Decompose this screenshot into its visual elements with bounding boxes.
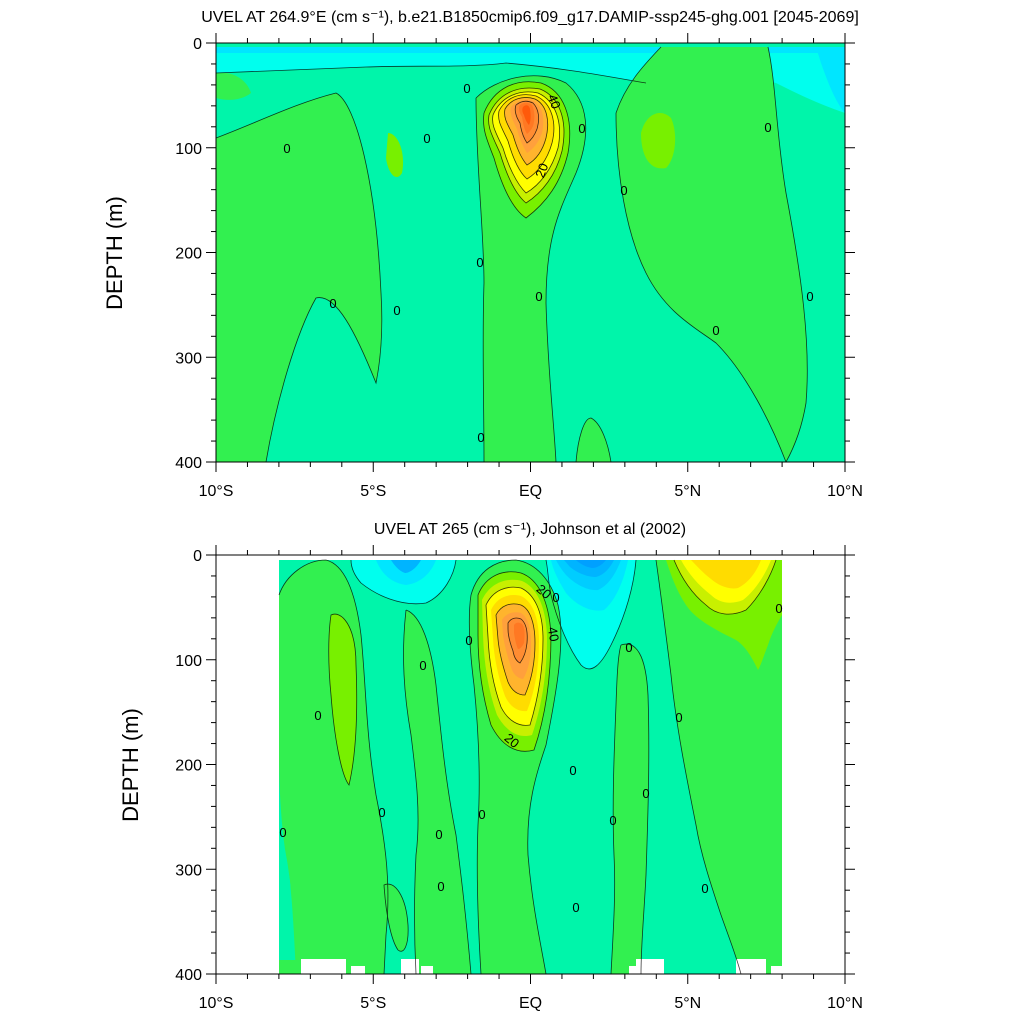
panel-1-contour-label: 0	[463, 81, 470, 96]
panel-1-contour-field	[216, 43, 845, 462]
panel-2-contour-label: 40	[545, 626, 562, 643]
panel-1-contour-label: 40	[545, 92, 564, 111]
x-tick-label: EQ	[519, 995, 542, 1012]
panel-2-contour-label: 0	[314, 708, 321, 723]
panel-1-contour-label: 0	[477, 430, 484, 445]
x-tick-label: 5°N	[674, 483, 701, 500]
panel-2-contour-label: 0	[437, 879, 444, 894]
y-tick-label: 0	[193, 36, 202, 53]
panel-1-contour-label: 0	[712, 323, 719, 338]
y-tick-label: 0	[193, 548, 202, 565]
panel-1-ylabel: DEPTH (m)	[102, 196, 127, 310]
panel-2-contour-label: 0	[675, 710, 682, 725]
panel-2-contour-label: 0	[279, 825, 286, 840]
panel-2-contour-field	[278, 559, 782, 974]
panel-1-contour-label: 0	[620, 183, 627, 198]
panel-2-contour-label: 0	[465, 633, 472, 648]
panel-2-contour-label: 0	[642, 786, 649, 801]
panel-1-plot-area: 40 20 0 0 0 0 0 0 0 0 0 0 0 0 0 0 10°S 5°…	[175, 33, 863, 500]
panel-2-contour-label: 0	[775, 601, 782, 616]
x-tick-label: 5°S	[360, 483, 386, 500]
y-tick-label: 300	[175, 862, 202, 879]
x-tick-label: EQ	[519, 483, 542, 500]
y-tick-label: 200	[175, 758, 202, 775]
panel-2-contour-label: 0	[609, 813, 616, 828]
x-tick-label: 5°N	[674, 995, 701, 1012]
panel-2-contour-label: 0	[572, 900, 579, 915]
panel-2-contour-label: 0	[552, 590, 559, 605]
panel-1-contour-labels: 40 20 0 0 0 0 0 0 0 0 0 0 0 0 0 0	[283, 81, 813, 445]
panel-1-contour-label: 0	[476, 255, 483, 270]
y-tick-label: 200	[175, 246, 202, 263]
panel-2-contour-label: 0	[478, 807, 485, 822]
y-tick-label: 100	[175, 141, 202, 158]
panel-1-contour-label: 0	[283, 141, 290, 156]
panel-2-contour-label: 0	[419, 658, 426, 673]
panel-2-ylabel: DEPTH (m)	[118, 708, 143, 822]
panel-2-contour-label: 0	[625, 640, 632, 655]
panel-2: UVEL AT 265 (cm s⁻¹), Johnson et al (200…	[118, 521, 863, 1012]
y-tick-label: 400	[175, 455, 202, 472]
panel-1-contour-label: 0	[329, 296, 336, 311]
panel-2-contour-label: 0	[378, 805, 385, 820]
panel-2-contour-label: 0	[435, 827, 442, 842]
panel-1-contour-label: 0	[423, 131, 430, 146]
panel-1: UVEL AT 264.9°E (cm s⁻¹), b.e21.B1850cmi…	[102, 9, 863, 500]
panel-1-contour-label: 20	[532, 161, 551, 180]
x-tick-label: 10°S	[199, 995, 234, 1012]
panel-2-contour-label: 0	[569, 763, 576, 778]
x-tick-label: 10°S	[199, 483, 234, 500]
x-tick-label: 10°N	[827, 483, 863, 500]
x-tick-label: 5°S	[360, 995, 386, 1012]
y-tick-label: 300	[175, 350, 202, 367]
y-tick-label: 400	[175, 967, 202, 984]
panel-1-contour-label: 0	[535, 289, 542, 304]
x-tick-label: 10°N	[827, 995, 863, 1012]
panel-1-contour-label: 0	[764, 120, 771, 135]
panel-1-title: UVEL AT 264.9°E (cm s⁻¹), b.e21.B1850cmi…	[201, 9, 859, 26]
panel-1-contour-label: 0	[806, 289, 813, 304]
panel-2-contour-label: 0	[701, 881, 708, 896]
panel-1-contour-label: 0	[578, 121, 585, 136]
panel-2-title: UVEL AT 265 (cm s⁻¹), Johnson et al (200…	[374, 521, 686, 538]
panel-2-plot-area: 20 40 20 0 0 0 0 0 0 0 0 0 0 0 0 0 0 0 0…	[175, 545, 863, 1012]
panel-1-contour-label: 0	[393, 303, 400, 318]
y-tick-label: 100	[175, 653, 202, 670]
